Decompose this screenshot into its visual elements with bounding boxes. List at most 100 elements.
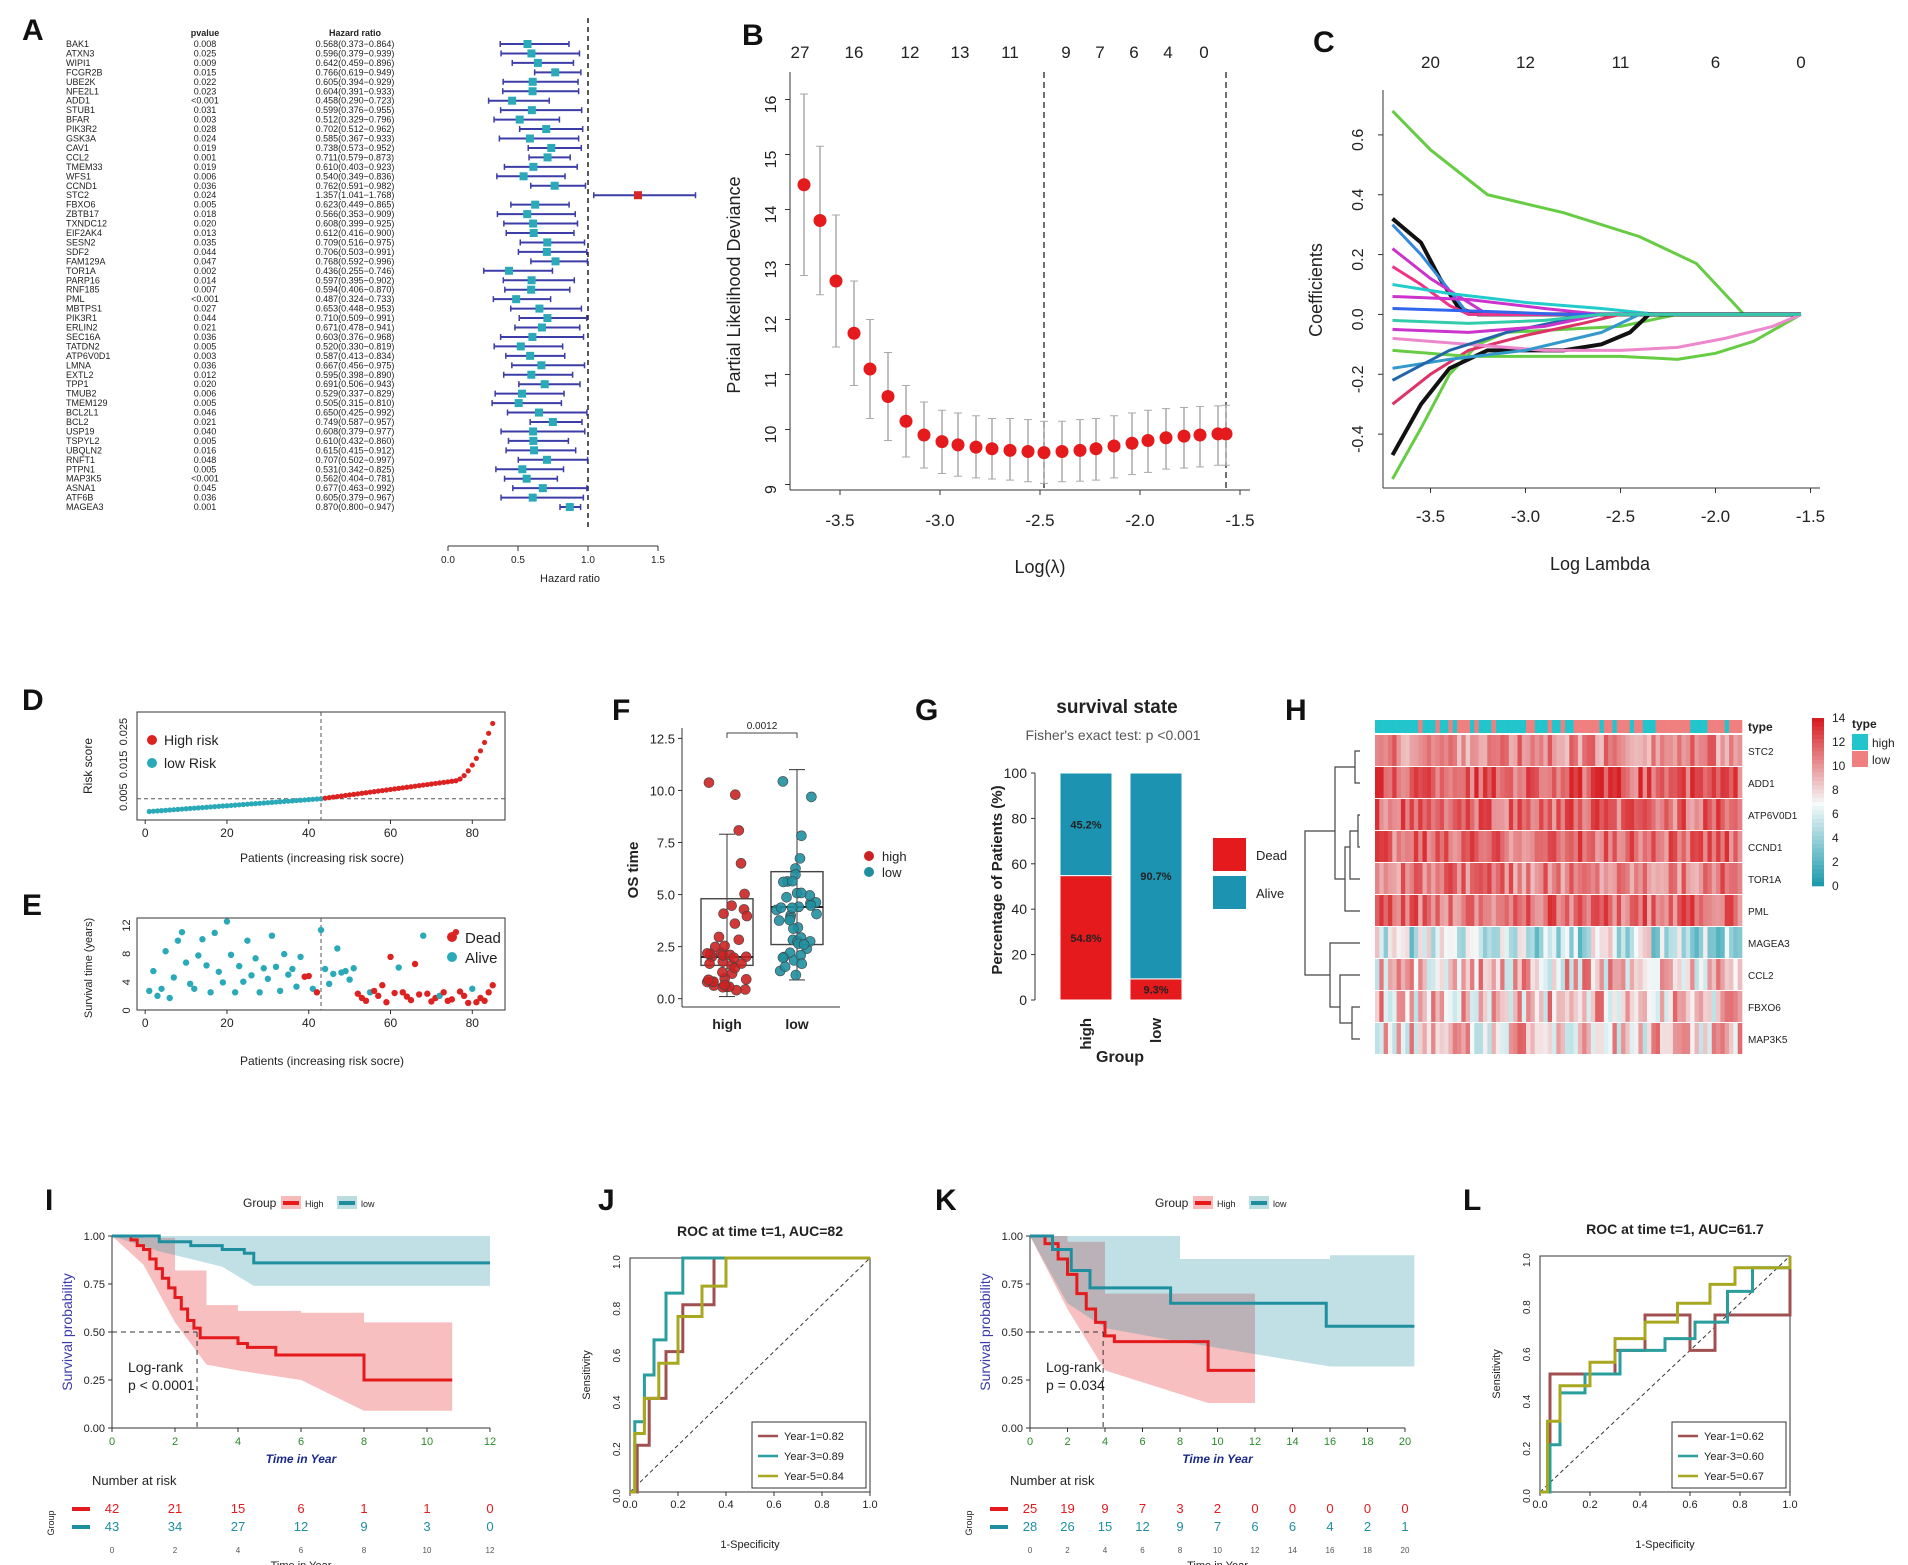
heatmap-cell (1530, 863, 1536, 894)
dendrogram-branch (1351, 1006, 1360, 1040)
pvalue-label: 0.007 (194, 285, 217, 295)
heatmap-cell (1530, 895, 1536, 926)
colorbar-cell (1812, 726, 1824, 731)
hr-marker (527, 370, 536, 379)
heatmap-cell (1409, 927, 1415, 958)
heatmap-cell (1599, 767, 1605, 798)
heatmap-cell (1655, 959, 1661, 990)
heatmap-cell (1396, 959, 1402, 990)
heatmap-cell (1375, 799, 1380, 830)
risk-point (379, 787, 385, 794)
hr-label: 0.568(0.373−0.864) (316, 39, 395, 49)
heatmap-cell (1729, 735, 1734, 766)
risk-point (191, 805, 197, 811)
heatmap-cell (1495, 1023, 1501, 1054)
heatmap-cell (1400, 895, 1406, 926)
heatmap-cell (1487, 799, 1492, 830)
heatmap-cell (1435, 1023, 1441, 1054)
gene-label: BCL2 (66, 417, 89, 427)
heatmap-cell (1556, 1023, 1561, 1054)
pvalue-label: 0.047 (194, 256, 217, 266)
legend-label: low (882, 865, 902, 880)
status-point (248, 972, 255, 979)
heatmap-cell (1677, 927, 1682, 958)
heatmap-cell (1375, 927, 1380, 958)
hr-marker (526, 351, 535, 360)
x-tick-label: 0.4 (1632, 1499, 1647, 1511)
heatmap-cell (1634, 991, 1639, 1022)
heatmap-cell (1672, 831, 1678, 862)
heatmap-cell (1431, 831, 1436, 862)
heatmap-cell (1556, 767, 1561, 798)
heatmap-cell (1629, 959, 1635, 990)
y-tick-label: 12.5 (650, 731, 675, 746)
y-tick-label: 0.4 (612, 1395, 623, 1409)
heatmap-cell (1672, 927, 1678, 958)
top-count-label: 6 (1711, 53, 1720, 72)
heatmap-cell (1418, 799, 1423, 830)
risk-point (212, 804, 218, 810)
pvalue-label: 0.036 (194, 332, 217, 342)
heatmap-cell (1478, 831, 1484, 862)
hr-label: 0.615(0.415−0.912) (316, 445, 395, 455)
risk-point (248, 801, 255, 807)
heatmap-cell (1685, 1023, 1691, 1054)
row-label: ADD1 (1748, 779, 1775, 790)
heatmap-cell (1526, 991, 1531, 1022)
risk-point (436, 780, 443, 786)
heatmap-cell (1621, 831, 1626, 862)
colorbar-cell (1812, 734, 1824, 740)
heatmap-cell (1439, 895, 1445, 926)
colorbar-tick-label: 8 (1832, 783, 1839, 797)
pvalue-label: 0.048 (194, 455, 217, 465)
status-point (395, 964, 402, 971)
x-tick-label: 40 (302, 826, 316, 840)
x-tick-label: 18 (1361, 1436, 1373, 1448)
heatmap-cell (1590, 991, 1596, 1022)
os-point (794, 853, 806, 864)
heatmap-cell (1668, 863, 1674, 894)
heatmap-cell (1647, 767, 1652, 798)
status-point (154, 992, 161, 1000)
y-tick-label: 0.6 (1522, 1347, 1533, 1361)
x-tick-label: 0 (142, 826, 149, 840)
heatmap-cell (1400, 927, 1406, 958)
pvalue-label: 0.044 (194, 313, 217, 323)
x-axis-label: Patients (increasing risk socre) (240, 851, 404, 865)
heatmap-cell (1707, 959, 1713, 990)
risk-point (347, 792, 353, 798)
risk-point (441, 779, 447, 785)
colorbar-cell (1812, 747, 1824, 752)
risk-count: 1 (423, 1501, 430, 1516)
heatmap-cell (1621, 767, 1626, 798)
gene-label: PTPN1 (66, 464, 95, 474)
heatmap-cell (1539, 735, 1544, 766)
type-annotation-cell (1396, 720, 1402, 733)
heatmap-cell (1573, 863, 1579, 894)
status-point (362, 997, 370, 1004)
heatmap-cell (1405, 959, 1410, 990)
deviance-point (1107, 439, 1121, 453)
heatmap-cell (1482, 895, 1488, 926)
heatmap-cell (1543, 927, 1549, 958)
x-axis-label: Log(λ) (1014, 557, 1065, 577)
x-tick-label: 20 (220, 826, 234, 840)
hr-marker (531, 200, 540, 209)
heatmap-cell (1720, 767, 1726, 798)
heatmap-cell (1543, 1023, 1549, 1054)
heatmap-cell (1608, 895, 1613, 926)
heatmap-cell (1681, 799, 1687, 830)
os-point (786, 902, 798, 914)
risk-point (481, 739, 488, 746)
heatmap-cell (1517, 767, 1523, 798)
heatmap-cell (1439, 735, 1445, 766)
heatmap-cell (1698, 927, 1704, 958)
gene-label: BCL2L1 (66, 408, 99, 418)
heatmap-cell (1711, 831, 1717, 862)
os-point (740, 974, 752, 985)
heatmap-cell (1577, 735, 1583, 766)
heatmap-cell (1400, 1023, 1406, 1054)
heatmap-cell (1599, 831, 1605, 862)
heatmap-cell (1457, 991, 1462, 1022)
row-label: ATP6V0D1 (1748, 811, 1798, 822)
